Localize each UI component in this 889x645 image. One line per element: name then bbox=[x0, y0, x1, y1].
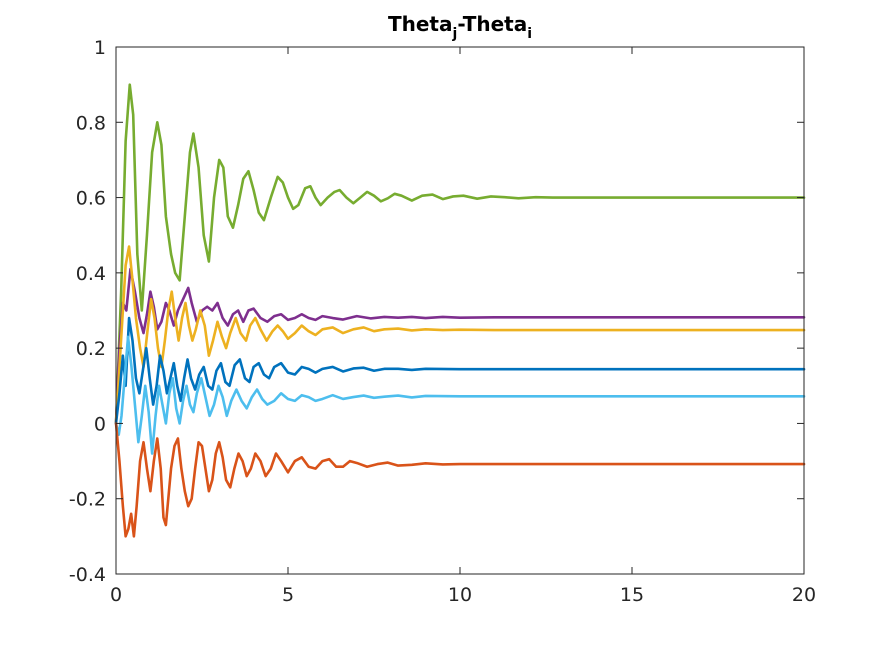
series-line-5 bbox=[114, 335, 806, 455]
series-line-4 bbox=[114, 316, 806, 425]
title-dash: - bbox=[457, 12, 465, 36]
x-tick-label-2: 10 bbox=[448, 584, 472, 606]
series-line-6 bbox=[114, 422, 806, 538]
y-tick-label-0: -0.4 bbox=[69, 564, 106, 586]
x-tick-label-4: 20 bbox=[792, 584, 816, 606]
y-tick-label-1: -0.2 bbox=[69, 489, 106, 511]
x-tick-label-1: 5 bbox=[282, 584, 294, 606]
y-tick-label-2: 0 bbox=[94, 413, 106, 435]
y-tick-label-7: 1 bbox=[94, 37, 106, 59]
x-tick-label-0: 0 bbox=[110, 584, 122, 606]
series-line-1 bbox=[114, 83, 806, 425]
y-tick-label-3: 0.2 bbox=[76, 338, 106, 360]
x-tick-label-3: 15 bbox=[620, 584, 644, 606]
chart-title: Thetaj-Thetai bbox=[388, 12, 532, 42]
series-line-2 bbox=[114, 267, 806, 425]
series-layer bbox=[114, 83, 806, 538]
ticks-layer: 0 5 10 15 20 -0.4 -0.2 0 0.2 0.4 0.6 0.8 1 bbox=[69, 37, 816, 606]
series-line-3 bbox=[114, 245, 806, 425]
title-main-2: Theta bbox=[463, 12, 528, 36]
y-tick-label-6: 0.8 bbox=[76, 112, 106, 134]
title-subscript-1: j bbox=[452, 26, 458, 42]
y-tick-label-5: 0.6 bbox=[76, 188, 106, 210]
title-subscript-2: i bbox=[527, 26, 532, 42]
title-main-1: Theta bbox=[388, 12, 453, 36]
y-tick-label-4: 0.4 bbox=[76, 263, 106, 285]
